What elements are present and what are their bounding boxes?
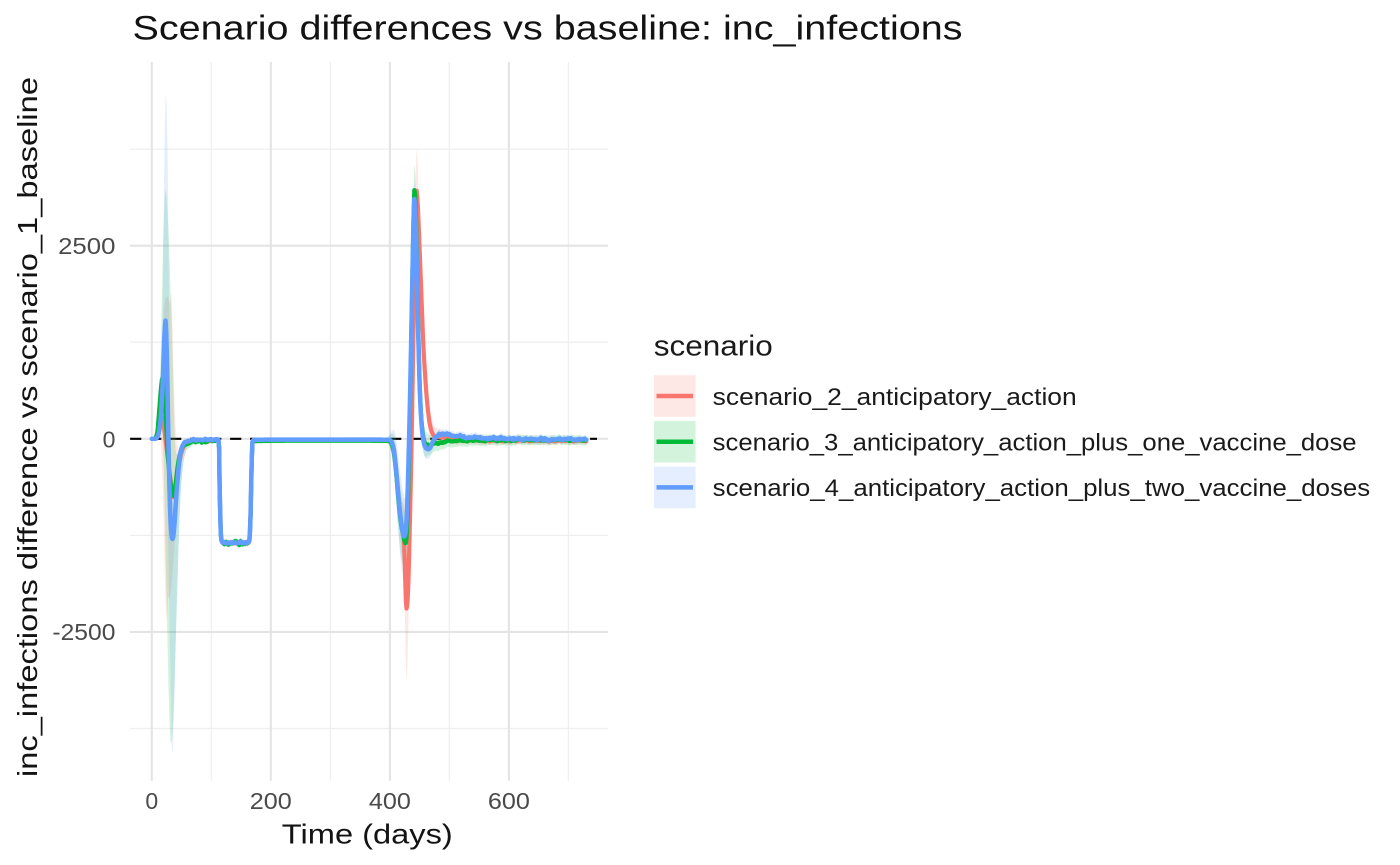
- svg-text:2500: 2500: [58, 233, 115, 259]
- svg-text:-2500: -2500: [52, 619, 115, 645]
- svg-text:inc_infections difference vs s: inc_infections difference vs scenario_1_…: [12, 77, 43, 777]
- svg-text:Time (days): Time (days): [282, 819, 453, 850]
- svg-text:scenario: scenario: [654, 331, 773, 363]
- svg-text:scenario_2_anticipatory_action: scenario_2_anticipatory_action: [713, 384, 1077, 411]
- svg-text:Scenario differences vs baseli: Scenario differences vs baseline: inc_in…: [133, 10, 963, 48]
- svg-text:scenario_3_anticipatory_action: scenario_3_anticipatory_action_plus_one_…: [713, 429, 1357, 456]
- svg-text:scenario_4_anticipatory_action: scenario_4_anticipatory_action_plus_two_…: [713, 475, 1370, 502]
- svg-text:0: 0: [145, 788, 158, 814]
- svg-text:0: 0: [103, 427, 116, 453]
- svg-text:200: 200: [250, 788, 292, 814]
- svg-text:600: 600: [488, 788, 530, 814]
- svg-text:400: 400: [369, 788, 411, 814]
